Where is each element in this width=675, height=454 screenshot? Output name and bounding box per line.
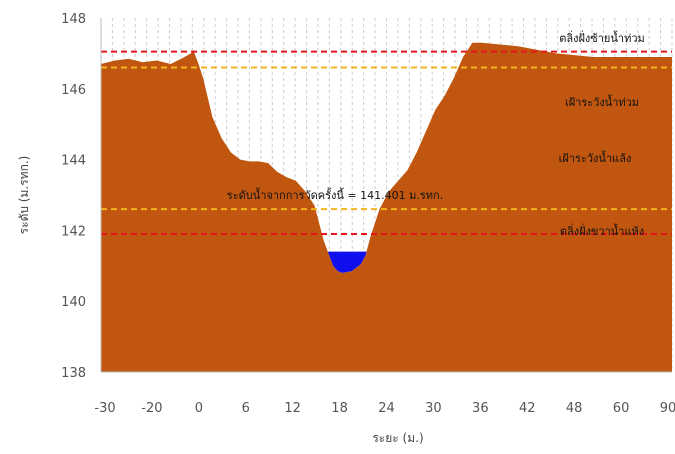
x-tick-label: 6 <box>242 401 250 416</box>
axes <box>100 18 672 373</box>
y-axis-label: ระดับ (ม.รทก.) <box>17 156 31 235</box>
x-tick-label: -30 <box>94 401 115 416</box>
x-tick-label: 30 <box>425 401 442 416</box>
x-tick-label: 24 <box>378 401 395 416</box>
x-tick-label: 42 <box>519 401 536 416</box>
y-tick-label: 138 <box>61 366 86 381</box>
reference-line-label: ตลิ่งฝั่งซ้ายน้ำท่วม <box>559 30 645 45</box>
x-axis-label: ระยะ (ม.) <box>372 431 423 445</box>
x-tick-label: 60 <box>613 401 630 416</box>
annotation-measured-level: ระดับน้ำจากการวัดครั้งนี้ = 141.401 ม.รท… <box>227 187 443 202</box>
x-tick-label: -20 <box>141 401 162 416</box>
y-tick-label: 146 <box>61 83 86 98</box>
x-tick-label: 18 <box>331 401 348 416</box>
y-tick-label: 144 <box>61 154 86 169</box>
x-tick-label: 12 <box>284 401 301 416</box>
ground-profile-area <box>101 42 672 372</box>
x-tick-labels: -30 -20 0 6 12 18 24 30 36 42 48 60 90 <box>94 401 675 416</box>
x-tick-label: 90 <box>660 401 675 416</box>
annotations: เฝ้าระวังน้ำแล้งระดับน้ำจากการวัดครั้งนี… <box>227 150 632 202</box>
x-tick-label: 0 <box>195 401 203 416</box>
x-tick-label: 36 <box>472 401 489 416</box>
y-tick-label: 148 <box>61 12 86 27</box>
annotation-drought-watch: เฝ้าระวังน้ำแล้ง <box>559 150 632 165</box>
y-tick-labels: 138 140 142 144 146 148 <box>61 12 86 381</box>
reference-line-label: เฝ้าระวังน้ำท่วม <box>565 94 639 109</box>
y-tick-label: 142 <box>61 224 86 239</box>
reference-line-label: ตลิ่งฝั่งขวาน้ำแห้ง <box>560 223 644 238</box>
reference-lines: ตลิ่งฝั่งซ้ายน้ำท่วมเฝ้าระวังน้ำท่วมตลิ่… <box>101 30 672 238</box>
water-area <box>327 251 367 273</box>
x-tick-label: 48 <box>566 401 583 416</box>
y-tick-label: 140 <box>61 295 86 310</box>
